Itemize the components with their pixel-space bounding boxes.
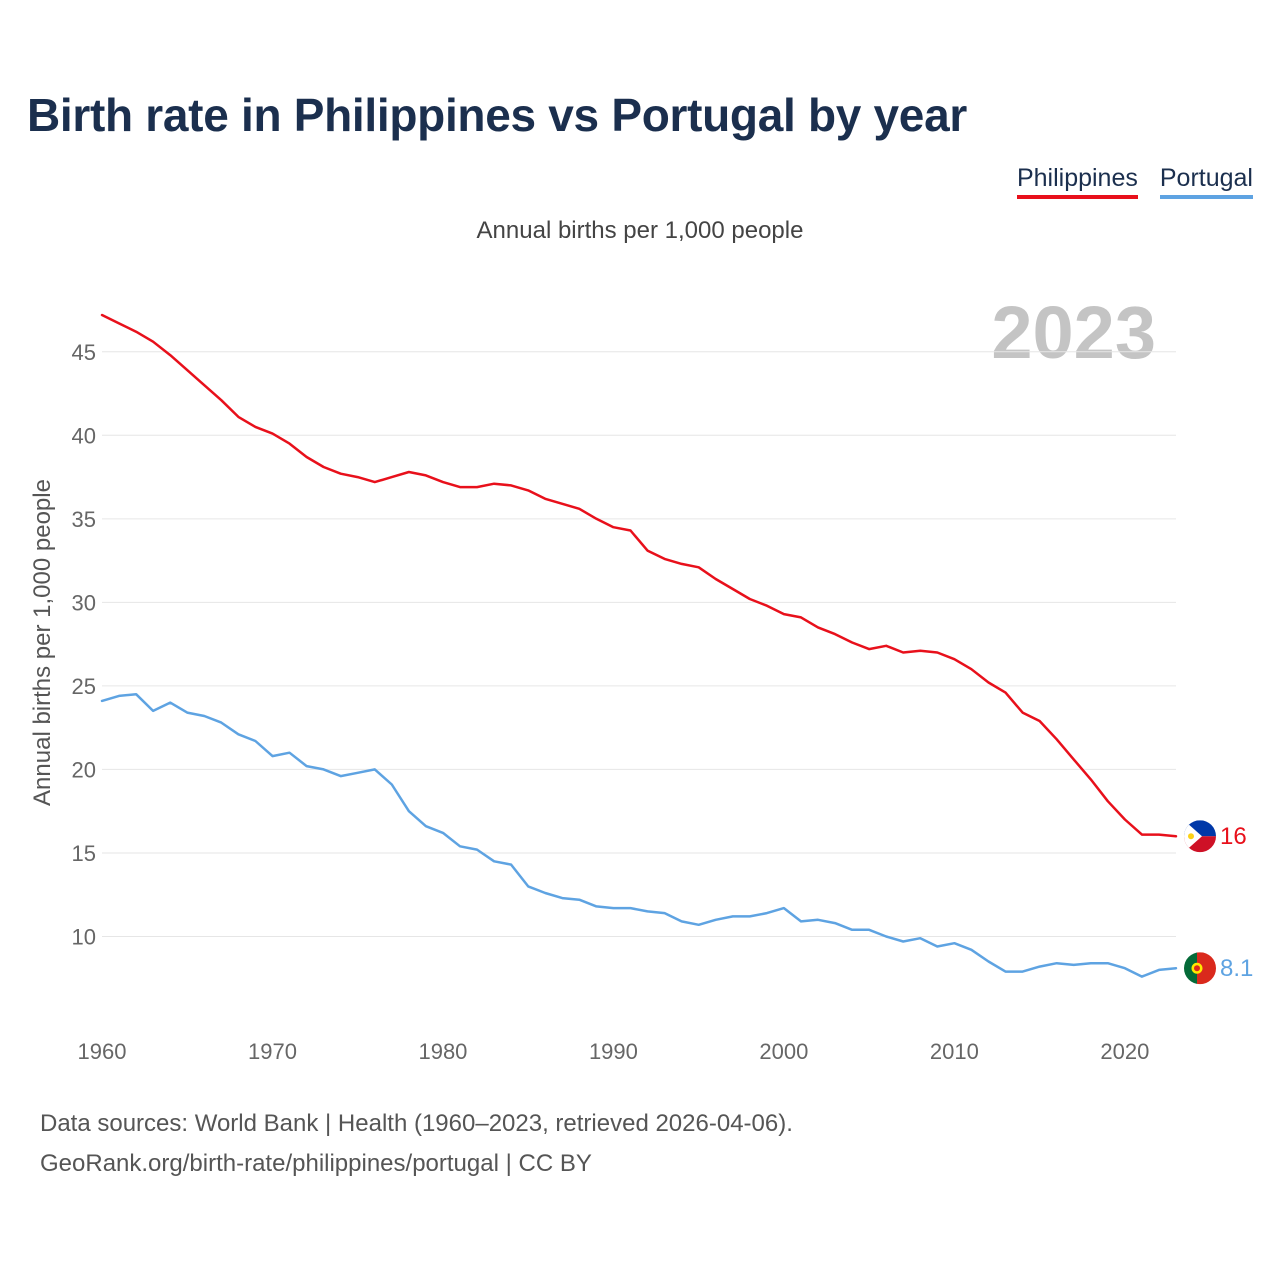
y-tick-35: 35	[72, 507, 96, 532]
chart-subtitle: Annual births per 1,000 people	[476, 217, 804, 244]
x-tick-2000: 2000	[759, 1039, 808, 1064]
portugal-flag	[1184, 952, 1216, 985]
end-label-philippines: 16	[1220, 823, 1247, 850]
series-points-philippines	[100, 313, 1178, 838]
legend-philippines[interactable]: Philippines	[1016, 164, 1138, 199]
y-tick-25: 25	[72, 674, 96, 699]
footer: Data sources: World Bank | Health (1960–…	[40, 1104, 793, 1184]
x-tick-1970: 1970	[248, 1039, 297, 1064]
x-tick-2020: 2020	[1100, 1039, 1149, 1064]
series-line-philippines	[100, 313, 1178, 838]
footer-source-link[interactable]: GeoRank.org/birth-rate/philippines/portu…	[40, 1150, 592, 1177]
x-tick-1980: 1980	[418, 1039, 467, 1064]
series-line-portugal	[100, 692, 1178, 978]
y-tick-40: 40	[72, 423, 96, 448]
y-tick-20: 20	[72, 757, 96, 782]
x-tick-1990: 1990	[589, 1039, 638, 1064]
year-watermark: 2023	[991, 291, 1156, 374]
series-points-portugal	[100, 692, 1178, 978]
legend-portugal[interactable]: Portugal	[1159, 164, 1253, 199]
legend: Philippines Portugal	[1016, 164, 1253, 199]
y-axis-label: Annual births per 1,000 people	[29, 479, 56, 806]
chart-title: Birth rate in Philippines vs Portugal by…	[27, 89, 967, 141]
footer-sources: Data sources: World Bank | Health (1960–…	[40, 1110, 793, 1137]
y-tick-10: 10	[72, 924, 96, 949]
philippines-flag	[1184, 820, 1216, 853]
y-tick-15: 15	[72, 841, 96, 866]
end-label-portugal: 8.1	[1220, 955, 1253, 982]
x-tick-1960: 1960	[78, 1039, 127, 1064]
y-tick-45: 45	[72, 340, 96, 365]
x-tick-2010: 2010	[930, 1039, 979, 1064]
y-tick-30: 30	[72, 590, 96, 615]
